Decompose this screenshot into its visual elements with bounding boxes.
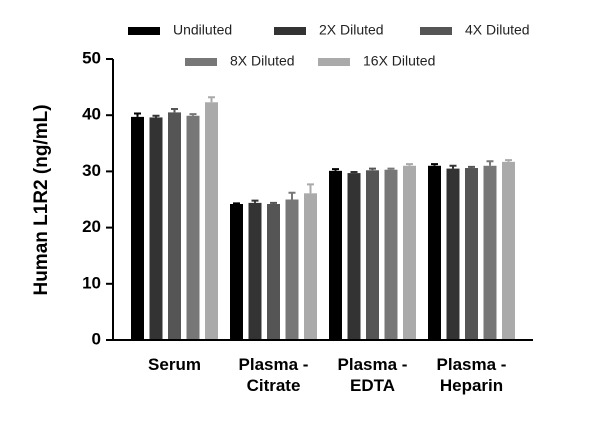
y-tick-label: 20 xyxy=(82,217,101,236)
legend-swatch xyxy=(318,58,350,66)
error-bar xyxy=(270,201,277,204)
legend-label: 2X Diluted xyxy=(319,22,384,38)
y-axis-label: Human L1R2 (ng/mL) xyxy=(31,104,52,295)
bar xyxy=(403,165,416,340)
bar xyxy=(267,203,280,340)
error-bar xyxy=(251,199,259,203)
legend-swatch xyxy=(420,27,452,35)
legend-swatch xyxy=(274,27,306,35)
bar xyxy=(465,168,478,340)
error-bar xyxy=(288,191,296,200)
bar xyxy=(483,165,497,340)
bar xyxy=(149,117,163,340)
x-tick-label: Plasma - Heparin xyxy=(436,355,507,395)
bar xyxy=(304,193,317,340)
error-bar xyxy=(208,96,215,103)
legend-swatch xyxy=(128,27,160,35)
bar xyxy=(285,199,299,340)
bar xyxy=(428,165,441,340)
bar xyxy=(366,170,379,340)
error-bar xyxy=(468,165,475,169)
x-tick-label: Serum xyxy=(148,355,201,374)
legend-label: 8X Diluted xyxy=(230,53,295,69)
bar xyxy=(186,115,200,341)
legend-label: 4X Diluted xyxy=(465,22,530,38)
error-bar xyxy=(189,113,197,116)
bar xyxy=(446,168,460,340)
error-bar xyxy=(431,163,438,166)
bar xyxy=(248,202,262,340)
bar xyxy=(329,170,342,340)
legend-label: 16X Diluted xyxy=(363,53,435,69)
bar xyxy=(205,102,218,340)
bar xyxy=(347,173,361,340)
error-bar xyxy=(134,112,141,117)
error-bar xyxy=(350,170,358,174)
legend-swatch xyxy=(185,58,217,66)
error-bar xyxy=(486,160,494,166)
error-bar xyxy=(152,114,160,118)
error-bar xyxy=(387,167,395,170)
error-bar xyxy=(449,164,457,169)
y-tick-label: 40 xyxy=(82,105,101,124)
bar xyxy=(502,161,515,340)
bar xyxy=(168,112,181,340)
y-tick-label: 0 xyxy=(92,329,101,348)
error-bar xyxy=(233,202,240,205)
bar xyxy=(384,169,398,340)
y-tick-label: 50 xyxy=(82,48,101,67)
error-bar xyxy=(171,108,178,113)
error-bar xyxy=(307,183,314,194)
bar xyxy=(131,116,144,340)
error-bar xyxy=(505,159,512,162)
error-bar xyxy=(332,168,339,171)
y-tick-label: 30 xyxy=(82,161,101,180)
y-tick-label: 10 xyxy=(82,273,101,292)
error-bar xyxy=(406,163,413,166)
x-tick-label: Plasma - EDTA xyxy=(337,355,408,395)
legend-label: Undiluted xyxy=(173,22,232,38)
bar xyxy=(230,203,243,340)
x-tick-label: Plasma - Citrate xyxy=(238,355,309,395)
error-bar xyxy=(369,167,376,171)
